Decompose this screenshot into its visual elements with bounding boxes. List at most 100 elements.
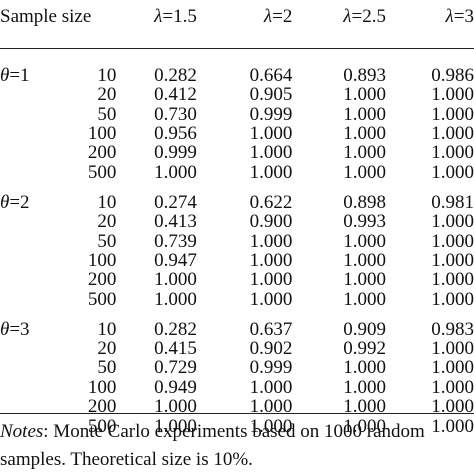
power-value-cell: 1.000	[249, 396, 293, 418]
theta-symbol: θ	[0, 191, 10, 213]
table-notes: Notes: Monte Carlo experiments based on …	[0, 418, 474, 474]
notes-label: Notes	[0, 421, 44, 442]
power-value-cell: 0.730	[154, 103, 197, 125]
power-value-cell: 1.000	[154, 288, 197, 310]
group-spacer-cell	[0, 309, 474, 318]
sample-size-cell: 20	[97, 211, 117, 233]
lambda-symbol: λ	[343, 5, 352, 27]
table-row: 50 0.729 0.999 1.000 1.000	[0, 358, 474, 377]
theta-symbol: θ	[0, 318, 10, 340]
theta-cell-empty	[0, 270, 49, 289]
lambda-header-1: λ=1.5	[116, 0, 197, 32]
power-value-cell: 1.000	[431, 84, 474, 106]
power-value-cell: 0.949	[154, 376, 197, 398]
theta-cell-empty	[0, 339, 49, 358]
power-value-cell: 1.000	[249, 161, 293, 183]
power-value-cell: 0.739	[154, 230, 197, 252]
sample-size-cell: 100	[87, 249, 117, 271]
sample-size-cell: 50	[97, 103, 117, 125]
power-value-cell: 1.000	[249, 376, 293, 398]
power-value-cell: 1.000	[431, 288, 474, 310]
power-value-cell: 0.413	[154, 211, 197, 233]
power-value-cell: 1.000	[154, 396, 197, 418]
power-value-cell: 0.622	[249, 191, 293, 213]
lambda-symbol: λ	[263, 5, 273, 27]
theta-cell-empty	[0, 85, 49, 104]
group-spacer	[0, 309, 474, 318]
power-value-cell: 1.000	[431, 142, 474, 164]
power-value-cell: 1.000	[343, 122, 386, 144]
power-value-cell: 1.000	[343, 161, 386, 183]
power-value-cell: 1.000	[431, 415, 474, 437]
power-value-cell: 0.983	[431, 318, 474, 340]
theta-cell-empty	[0, 143, 49, 162]
power-value-cell: 0.999	[249, 357, 293, 379]
header-rule-line	[0, 47, 474, 49]
power-value-cell: 1.000	[431, 249, 474, 271]
power-value-cell: 1.000	[343, 103, 386, 125]
lambda-value: =2.5	[351, 5, 386, 27]
power-value-cell: 0.274	[154, 191, 197, 213]
lambda-symbol: λ	[445, 5, 454, 27]
power-value-cell: 1.000	[249, 415, 293, 437]
power-value-cell: 1.000	[431, 338, 474, 360]
sample-size-cell: 500	[87, 161, 117, 183]
power-value-cell: 0.637	[249, 318, 293, 340]
header-rule-cell	[0, 32, 474, 64]
sample-size-cell: 500	[87, 415, 117, 437]
power-value-cell: 0.909	[343, 318, 386, 340]
power-value-cell: 1.000	[343, 230, 386, 252]
sample-size-cell: 200	[87, 142, 117, 164]
theta-value: =3	[9, 318, 30, 340]
power-value-cell: 1.000	[343, 84, 386, 106]
power-value-cell: 1.000	[249, 288, 293, 310]
notes-line-2: samples. Theoretical size is 10%.	[0, 449, 253, 470]
power-value-cell: 1.000	[249, 249, 293, 271]
power-value-cell: 1.000	[431, 376, 474, 398]
power-table: Sample size λ=1.5 λ=2 λ=2.5 λ=3 θ=1 10 0.2…	[0, 0, 474, 436]
theta-cell-empty	[0, 251, 49, 270]
notes-line-1: Notes: Monte Carlo experiments based on …	[0, 418, 474, 446]
theta-cell-empty	[0, 358, 49, 377]
theta-group-label: θ=1	[0, 64, 49, 85]
power-value-cell: 1.000	[343, 415, 386, 437]
power-value-cell: 1.000	[249, 230, 293, 252]
power-value-cell: 1.000	[431, 122, 474, 144]
theta-value: =1	[9, 65, 30, 86]
notes-text-1: : Monte Carlo experiments based on 1000 …	[43, 421, 425, 442]
power-value-cell: 1.000	[343, 396, 386, 418]
lambda-value: =1.5	[162, 5, 197, 27]
power-value-cell: 0.993	[343, 211, 386, 233]
sample-size-cell: 20	[97, 338, 117, 360]
theta-cell-empty	[0, 124, 49, 143]
power-value-cell: 0.900	[249, 211, 293, 233]
table-row: 500 1.000 1.000 1.000 1.000	[0, 416, 474, 435]
lambda-header-3: λ=2.5	[292, 0, 386, 32]
power-value-cell: 1.000	[154, 415, 197, 437]
table-row: 200 1.000 1.000 1.000 1.000	[0, 397, 474, 416]
sample-size-header: Sample size	[0, 5, 92, 27]
power-value-cell: 0.282	[154, 65, 197, 86]
table-row: 100 0.947 1.000 1.000 1.000	[0, 251, 474, 270]
power-value-cell: 1.000	[343, 288, 386, 310]
sample-size-cell: 50	[97, 230, 117, 252]
sample-size-cell: 200	[87, 269, 117, 291]
table-row: 50 0.739 1.000 1.000 1.000	[0, 231, 474, 250]
power-value-cell: 0.729	[154, 357, 197, 379]
power-value-cell: 1.000	[154, 269, 197, 291]
power-value-cell: 0.947	[154, 249, 197, 271]
power-value-cell: 1.000	[431, 230, 474, 252]
power-value-cell: 1.000	[249, 269, 293, 291]
theta-value: =2	[9, 191, 30, 213]
power-value-cell: 1.000	[343, 142, 386, 164]
theta-cell-empty	[0, 212, 49, 231]
sample-size-cell: 10	[97, 65, 117, 86]
table-row: θ=2 10 0.274 0.622 0.898 0.981	[0, 191, 474, 212]
power-value-cell: 1.000	[343, 357, 386, 379]
sample-size-cell: 100	[87, 376, 117, 398]
sample-size-cell: 100	[87, 122, 117, 144]
power-value-cell: 0.415	[154, 338, 197, 360]
power-value-cell: 1.000	[431, 396, 474, 418]
table-row: 200 0.999 1.000 1.000 1.000	[0, 143, 474, 162]
power-value-cell: 1.000	[249, 142, 293, 164]
